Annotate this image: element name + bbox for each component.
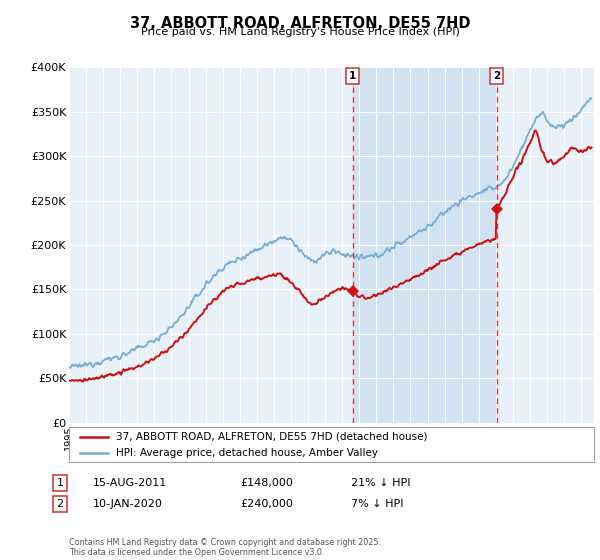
Text: 37, ABBOTT ROAD, ALFRETON, DE55 7HD (detached house): 37, ABBOTT ROAD, ALFRETON, DE55 7HD (det… [116,432,428,442]
Text: Contains HM Land Registry data © Crown copyright and database right 2025.
This d: Contains HM Land Registry data © Crown c… [69,538,381,557]
Bar [353,67,497,423]
Text: 37, ABBOTT ROAD, ALFRETON, DE55 7HD: 37, ABBOTT ROAD, ALFRETON, DE55 7HD [130,16,470,31]
Text: Price paid vs. HM Land Registry's House Price Index (HPI): Price paid vs. HM Land Registry's House … [140,27,460,37]
Text: 2: 2 [56,499,64,509]
Text: 21% ↓ HPI: 21% ↓ HPI [351,478,410,488]
Text: 15-AUG-2011: 15-AUG-2011 [93,478,167,488]
Text: HPI: Average price, detached house, Amber Valley: HPI: Average price, detached house, Ambe… [116,447,378,458]
Text: 7% ↓ HPI: 7% ↓ HPI [351,499,404,509]
Text: £240,000: £240,000 [240,499,293,509]
Text: 10-JAN-2020: 10-JAN-2020 [93,499,163,509]
Text: 2: 2 [493,71,500,81]
Text: 1: 1 [56,478,64,488]
Text: £148,000: £148,000 [240,478,293,488]
Text: 1: 1 [349,71,356,81]
